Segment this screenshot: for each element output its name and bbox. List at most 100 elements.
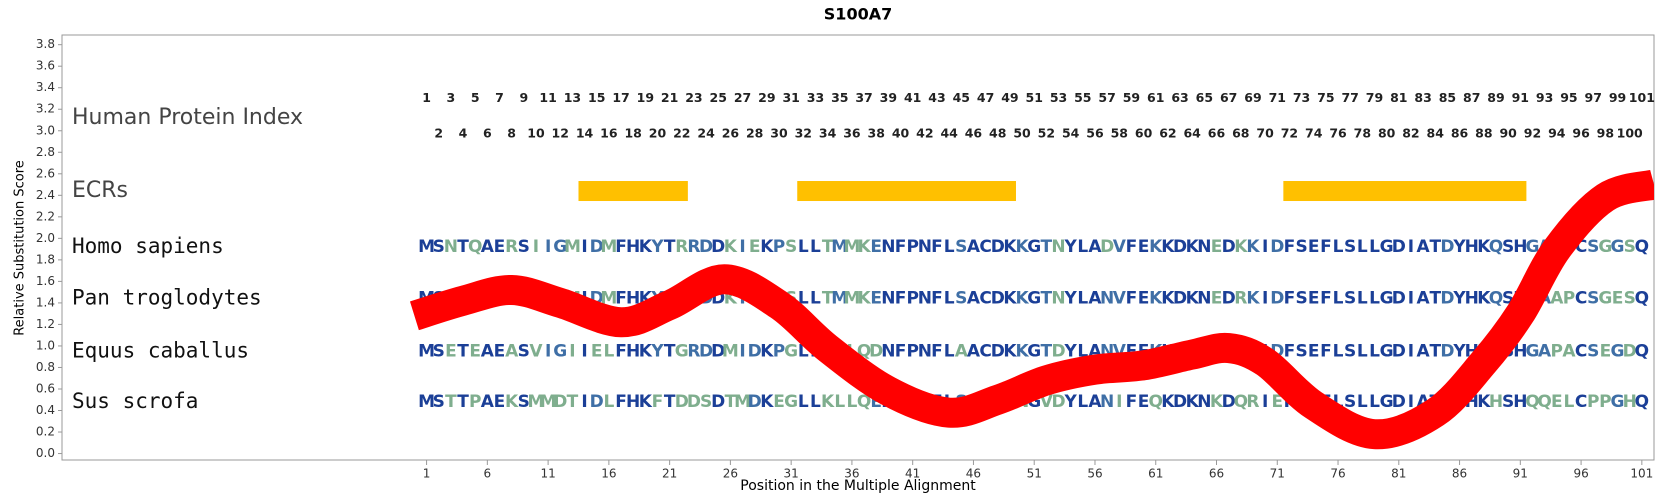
- residue: L: [1357, 237, 1368, 257]
- residue: Y: [1064, 289, 1078, 309]
- index-number: 90: [1499, 125, 1517, 140]
- residue: S: [1344, 289, 1356, 309]
- index-number: 23: [685, 90, 702, 105]
- residue: G: [1598, 289, 1612, 309]
- index-number: 84: [1427, 125, 1445, 140]
- residue: H: [1513, 392, 1527, 412]
- y-tick-label: 3.0: [36, 123, 55, 137]
- index-number: 59: [1123, 90, 1140, 105]
- residue: R: [687, 341, 700, 361]
- residue: P: [906, 237, 918, 257]
- index-number: 98: [1597, 125, 1614, 140]
- residue: G: [1380, 392, 1394, 412]
- residue: Y: [1452, 289, 1466, 309]
- residue: K: [1186, 392, 1200, 412]
- index-number: 76: [1329, 125, 1347, 140]
- residue: M: [831, 289, 848, 309]
- residue: E: [1551, 392, 1563, 412]
- index-number: 19: [637, 90, 654, 105]
- residue: E: [870, 289, 882, 309]
- residue: D: [711, 237, 725, 257]
- residue: E: [494, 341, 506, 361]
- residue: K: [1149, 289, 1163, 309]
- residue: K: [505, 392, 519, 412]
- y-tick-label: 1.8: [36, 252, 55, 266]
- residue: R: [1246, 392, 1259, 412]
- residue: S: [433, 392, 445, 412]
- residue: E: [870, 392, 882, 412]
- y-tick-label: 2.0: [36, 231, 55, 245]
- residue: F: [615, 237, 627, 257]
- residue: E: [1308, 289, 1320, 309]
- residue: E: [749, 237, 761, 257]
- ecr-bar: [797, 181, 1016, 202]
- residue: D: [675, 392, 689, 412]
- residue: V: [1113, 289, 1127, 309]
- x-tick-label: 16: [601, 467, 616, 481]
- residue: G: [1611, 341, 1625, 361]
- index-number: 97: [1585, 90, 1602, 105]
- residue: I: [545, 237, 551, 257]
- index-number: 45: [953, 90, 970, 105]
- residue: T: [822, 237, 834, 257]
- residue: K: [1234, 237, 1248, 257]
- residue: C: [979, 237, 991, 257]
- residue: E: [1138, 392, 1150, 412]
- y-tick-label: 3.8: [36, 37, 55, 51]
- residue: F: [895, 237, 907, 257]
- residue: D: [590, 237, 604, 257]
- residue: G: [1525, 237, 1539, 257]
- residue: G: [784, 392, 798, 412]
- index-number: 100: [1617, 125, 1643, 140]
- residue: A: [967, 237, 981, 257]
- index-number: 71: [1269, 90, 1286, 105]
- index-number: 6: [483, 125, 492, 140]
- residue: D: [1440, 289, 1454, 309]
- index-number: 75: [1317, 90, 1334, 105]
- residue: L: [1564, 392, 1575, 412]
- residue: M: [843, 237, 860, 257]
- residue: K: [821, 392, 835, 412]
- residue: K: [1015, 341, 1029, 361]
- index-number: 9: [519, 90, 528, 105]
- residue: P: [1551, 341, 1563, 361]
- y-axis-label: Relative Substitution Score: [13, 160, 28, 336]
- residue: Q: [1489, 237, 1503, 257]
- residue: D: [991, 289, 1005, 309]
- residue: Y: [650, 341, 664, 361]
- residue: I: [1408, 392, 1414, 412]
- residue: G: [1611, 392, 1625, 412]
- residue: L: [1077, 392, 1088, 412]
- index-number: 27: [734, 90, 751, 105]
- residue: N: [1100, 289, 1114, 309]
- residue: P: [906, 341, 918, 361]
- residue: K: [1161, 237, 1175, 257]
- residue: A: [1088, 392, 1102, 412]
- residue: S: [1502, 392, 1514, 412]
- residue: A: [1417, 237, 1431, 257]
- residue: A: [1417, 341, 1431, 361]
- residue: T: [1429, 341, 1441, 361]
- residue: L: [847, 392, 858, 412]
- y-tick-label: 0.8: [36, 360, 55, 374]
- species-name: Equus caballus: [72, 338, 249, 362]
- residue: F: [1320, 289, 1332, 309]
- residue: T: [664, 237, 676, 257]
- index-number: 55: [1074, 90, 1091, 105]
- residue: Y: [650, 237, 664, 257]
- y-tick-label: 3.4: [36, 80, 55, 94]
- sequence: MSNTQAERS I I GMI DMFHKYTRRDDK I EKPSLLTMMKENF…: [418, 237, 1649, 257]
- residue: K: [1003, 289, 1017, 309]
- index-number: 95: [1560, 90, 1577, 105]
- residue: K: [639, 341, 653, 361]
- index-number: 31: [782, 90, 799, 105]
- residue: K: [760, 392, 774, 412]
- residue: A: [955, 341, 969, 361]
- residue: A: [1417, 289, 1431, 309]
- residue: S: [1295, 341, 1307, 361]
- residue: R: [505, 237, 518, 257]
- residue: L: [1077, 341, 1088, 361]
- residue: V: [1113, 237, 1127, 257]
- residue: I: [581, 341, 587, 361]
- index-number: 10: [527, 125, 545, 140]
